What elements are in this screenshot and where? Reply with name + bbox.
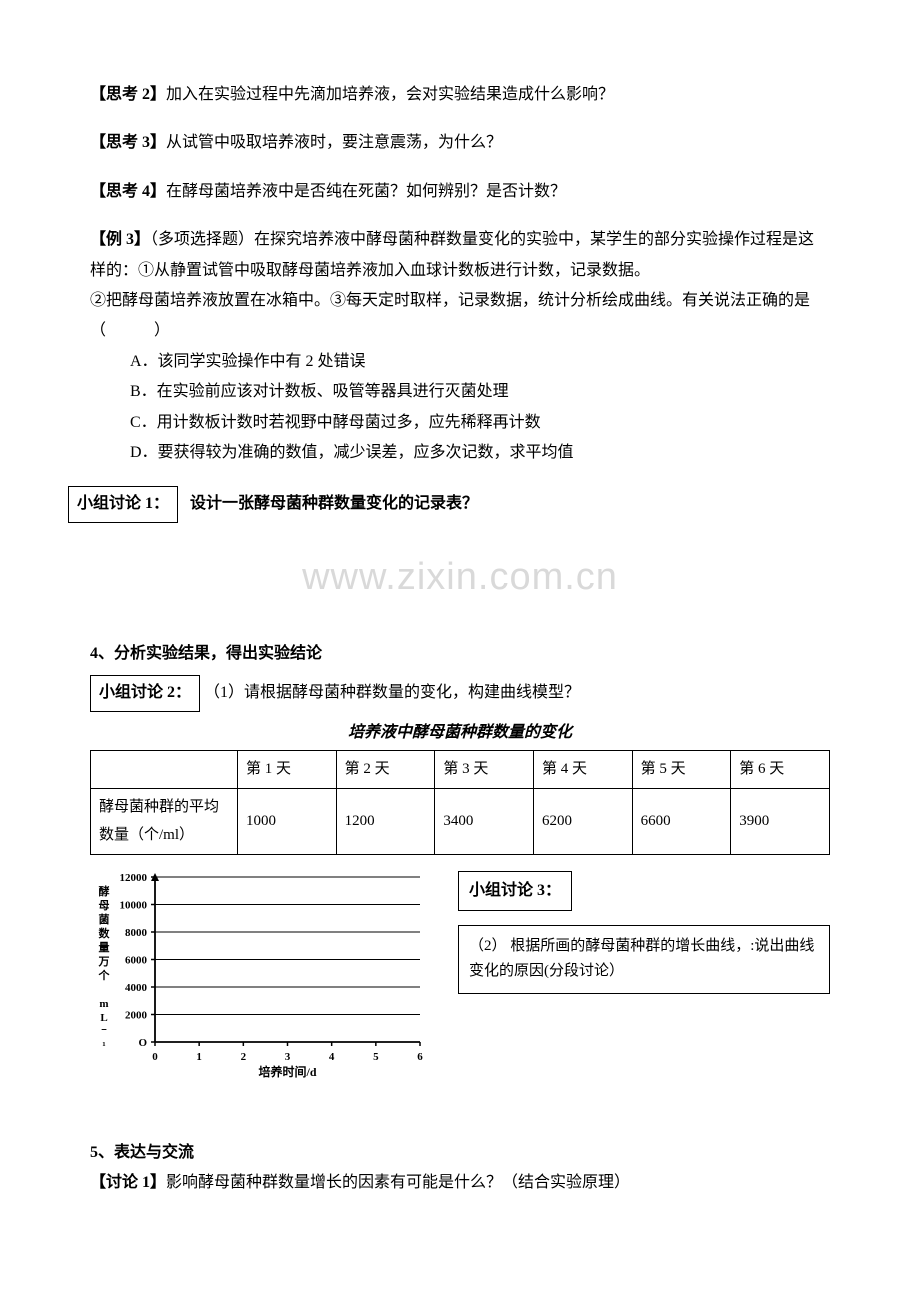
discuss-3-label: 小组讨论 3：	[458, 871, 572, 911]
svg-text:3: 3	[285, 1051, 291, 1063]
svg-text:O: O	[138, 1037, 147, 1049]
table-cell: 第 4 天	[533, 751, 632, 789]
group-discuss-1-row: 小组讨论 1： 设计一张酵母菌种群数量变化的记录表？	[68, 486, 830, 522]
example-3-label: 【例 3】	[90, 231, 150, 248]
svg-text:4000: 4000	[125, 982, 148, 994]
s5-discuss-1-text: 影响酵母菌种群数量增长的因素有可能是什么？（结合实验原理）	[166, 1174, 630, 1191]
table-cell: 第 6 天	[731, 751, 830, 789]
svg-text:⁻: ⁻	[101, 1026, 107, 1038]
svg-text:2000: 2000	[125, 1009, 148, 1021]
table-row: 酵母菌种群的平均数量（个/ml） 1000 1200 3400 6200 660…	[91, 788, 830, 854]
yeast-chart: O 2000 4000 6000 8000 10000 12000 0 1 2 3 4 5 6 培养时间/d…	[90, 867, 430, 1108]
svg-text:0: 0	[152, 1051, 158, 1063]
section-5-title: 5、表达与交流	[90, 1138, 830, 1168]
table-cell: 第 2 天	[336, 751, 435, 789]
yeast-data-table: 第 1 天 第 2 天 第 3 天 第 4 天 第 5 天 第 6 天 酵母菌种…	[90, 750, 830, 855]
svg-text:个: 个	[98, 968, 111, 982]
svg-text:1: 1	[196, 1051, 202, 1063]
svg-text:6: 6	[417, 1051, 423, 1063]
discuss-1-section5: 【讨论 1】影响酵母菌种群数量增长的因素有可能是什么？（结合实验原理）	[90, 1168, 830, 1198]
s5-discuss-1-label: 【讨论 1】	[90, 1174, 166, 1191]
table-cell	[91, 751, 238, 789]
svg-text:量: 量	[99, 941, 110, 954]
section-4-title: 4、分析实验结果，得出实验结论	[90, 639, 830, 669]
table-cell: 6600	[632, 788, 731, 854]
svg-text:10000: 10000	[120, 899, 148, 911]
discuss-1-label: 小组讨论 1：	[68, 486, 178, 522]
svg-text:8000: 8000	[125, 927, 148, 939]
example-3: 【例 3】（多项选择题）在探究培养液中酵母菌种群数量变化的实验中，某学生的部分实…	[90, 225, 830, 468]
table-cell: 6200	[533, 788, 632, 854]
discuss-2-label: 小组讨论 2：	[90, 675, 200, 711]
table-cell: 1200	[336, 788, 435, 854]
option-A: A．该同学实验操作中有 2 处错误	[90, 347, 830, 377]
table-cell: 1000	[238, 788, 337, 854]
thought-4: 【思考 4】在酵母菌培养液中是否纯在死菌？如何辨别？是否计数？	[90, 177, 830, 207]
table-cell: 3900	[731, 788, 830, 854]
thought-2: 【思考 2】加入在实验过程中先滴加培养液，会对实验结果造成什么影响？	[90, 80, 830, 110]
discuss-3-text: （2） 根据所画的酵母菌种群的增长曲线，:说出曲线变化的原因(分段讨论）	[458, 925, 830, 994]
table-caption: 培养液中酵母菌种群数量的变化	[90, 718, 830, 748]
group-discuss-2-row: 小组讨论 2： （1）请根据酵母菌种群数量的变化，构建曲线模型？	[90, 675, 830, 711]
thought-3: 【思考 3】从试管中吸取培养液时，要注意震荡，为什么？	[90, 128, 830, 158]
watermark-text: www.zixin.com.cn	[90, 541, 830, 613]
svg-text:菌: 菌	[99, 912, 110, 926]
example-3-stem-1: （多项选择题）在探究培养液中酵母菌种群数量变化的实验中，某学生的部分实验操作过程…	[90, 231, 814, 278]
option-C: C．用计数板计数时若视野中酵母菌过多，应先稀释再计数	[90, 408, 830, 438]
table-row: 第 1 天 第 2 天 第 3 天 第 4 天 第 5 天 第 6 天	[91, 751, 830, 789]
svg-text:4: 4	[329, 1051, 335, 1063]
svg-text:m: m	[99, 998, 108, 1010]
svg-text:母: 母	[99, 899, 110, 912]
svg-text:万: 万	[98, 955, 110, 968]
thought-4-label: 【思考 4】	[90, 183, 166, 200]
table-cell: 第 5 天	[632, 751, 731, 789]
svg-text:培养时间/d: 培养时间/d	[258, 1064, 316, 1079]
discuss-1-text: 设计一张酵母菌种群数量变化的记录表？	[182, 495, 478, 512]
svg-text:12000: 12000	[120, 872, 148, 884]
thought-3-label: 【思考 3】	[90, 134, 166, 151]
thought-2-text: 加入在实验过程中先滴加培养液，会对实验结果造成什么影响？	[166, 86, 614, 103]
svg-text:6000: 6000	[125, 954, 148, 966]
example-3-stem-2: ②把酵母菌培养液放置在冰箱中。③每天定时取样，记录数据，统计分析绘成曲线。有关说…	[90, 286, 830, 347]
thought-4-text: 在酵母菌培养液中是否纯在死菌？如何辨别？是否计数？	[166, 183, 566, 200]
table-cell: 3400	[435, 788, 534, 854]
option-D: D．要获得较为准确的数值，减少误差，应多次记数，求平均值	[90, 438, 830, 468]
svg-text:2: 2	[241, 1051, 247, 1063]
discuss-2-text: （1）请根据酵母菌种群数量的变化，构建曲线模型？	[200, 678, 580, 708]
thought-2-label: 【思考 2】	[90, 86, 166, 103]
table-cell: 第 3 天	[435, 751, 534, 789]
svg-text:¹: ¹	[102, 1040, 105, 1052]
svg-text:数: 数	[99, 926, 111, 940]
table-cell: 酵母菌种群的平均数量（个/ml）	[91, 788, 238, 854]
svg-text:酵: 酵	[99, 884, 110, 898]
svg-text:5: 5	[373, 1051, 379, 1063]
svg-text:L: L	[100, 1012, 107, 1024]
table-cell: 第 1 天	[238, 751, 337, 789]
thought-3-text: 从试管中吸取培养液时，要注意震荡，为什么？	[166, 134, 502, 151]
option-B: B．在实验前应该对计数板、吸管等器具进行灭菌处理	[90, 377, 830, 407]
